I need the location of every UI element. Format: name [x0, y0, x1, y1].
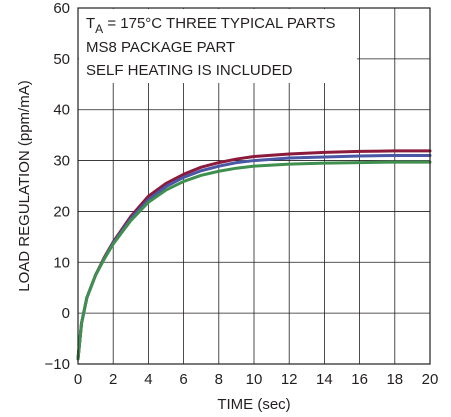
plot-frame: [77, 7, 431, 365]
x-tick-label: 2: [109, 371, 117, 388]
annotation-background: [79, 9, 357, 83]
y-tick-label: 20: [53, 203, 70, 220]
y-tick-label: −10: [45, 356, 70, 373]
x-axis-title: TIME (sec): [217, 396, 290, 413]
annotation-line-3: SELF HEATING IS INCLUDED: [86, 62, 293, 79]
y-tick-label: 60: [53, 0, 70, 17]
x-tick-label: 14: [316, 371, 333, 388]
x-tick-labels: 0 2 4 6 8 10 12 14 16 18 20: [74, 371, 439, 388]
annotation-subscript-a: A: [95, 22, 103, 36]
y-tick-label: 0: [62, 305, 70, 322]
x-tick-label: 4: [144, 371, 152, 388]
x-tick-label: 16: [351, 371, 368, 388]
x-tick-label: 18: [386, 371, 403, 388]
y-tick-label: 30: [53, 153, 70, 170]
y-tick-label: 40: [53, 102, 70, 119]
series-line-3: [76, 160, 432, 361]
x-tick-label: 8: [215, 371, 223, 388]
y-tick-labels: −10 0 10 20 30 40 50 60: [45, 0, 70, 373]
x-tick-label: 20: [422, 371, 439, 388]
series-layer: [76, 149, 432, 361]
annotation-condition: = 175°C THREE TYPICAL PARTS: [103, 15, 335, 32]
annotation-t: T: [86, 15, 95, 32]
y-axis-title: LOAD REGULATION (ppm/mA): [16, 80, 33, 291]
x-tick-label: 0: [74, 371, 82, 388]
annotation-line-1: TA = 175°C THREE TYPICAL PARTS: [86, 15, 336, 36]
x-tick-label: 6: [179, 371, 187, 388]
x-tick-label: 12: [281, 371, 298, 388]
x-tick-label: 10: [246, 371, 263, 388]
y-tick-label: 50: [53, 51, 70, 68]
annotation-line-2: MS8 PACKAGE PART: [86, 39, 235, 56]
y-tick-label: 10: [53, 254, 70, 271]
